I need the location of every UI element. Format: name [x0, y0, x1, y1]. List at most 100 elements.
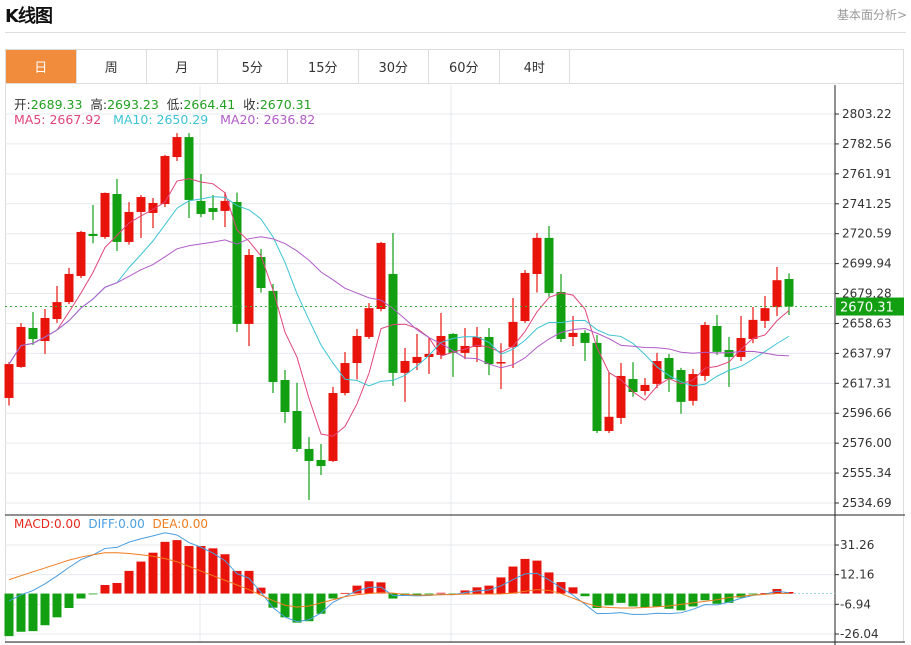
- candle: [784, 273, 794, 316]
- macd-bar: [40, 593, 50, 626]
- macd-bar: [160, 541, 170, 594]
- ma20-value: MA20: 2636.82: [220, 112, 316, 127]
- candle-body: [712, 325, 722, 352]
- tab-15min[interactable]: 15分: [288, 50, 359, 83]
- tab-30min[interactable]: 30分: [359, 50, 429, 83]
- candle: [196, 174, 206, 218]
- candle: [640, 377, 650, 396]
- fundamental-analysis-link[interactable]: 基本面分析>: [836, 8, 907, 22]
- candle: [664, 353, 674, 393]
- candle-body: [784, 278, 794, 307]
- candle: [376, 241, 386, 312]
- candle: [148, 198, 158, 229]
- candle-body: [232, 201, 242, 324]
- candle-body: [28, 327, 38, 340]
- candle-body: [52, 302, 62, 320]
- candle-body: [496, 362, 506, 364]
- candle: [244, 249, 254, 347]
- candle-body: [136, 197, 146, 212]
- price-axis-label: 2782.56: [842, 137, 892, 151]
- candle: [532, 232, 542, 293]
- candle-body: [436, 335, 446, 355]
- macd-bar: [64, 593, 74, 608]
- macd-bar: [28, 593, 38, 632]
- tab-5min[interactable]: 5分: [218, 50, 288, 83]
- macd-value: MACD:0.00: [14, 517, 81, 531]
- candle: [616, 363, 626, 425]
- macd-bar: [88, 593, 98, 595]
- candle-body: [568, 332, 578, 337]
- tab-60min[interactable]: 60分: [429, 50, 500, 83]
- macd-bar: [376, 582, 386, 594]
- candle-body: [112, 193, 122, 242]
- ma-legend: MA5: 2667.92 MA10: 2650.29 MA20: 2636.82: [14, 112, 315, 127]
- candle-body: [748, 319, 758, 340]
- macd-bar: [628, 593, 638, 607]
- macd-bar: [724, 593, 734, 603]
- price-axis-label: 2741.25: [842, 197, 892, 211]
- candle-body: [592, 342, 602, 431]
- candle-body: [16, 326, 26, 367]
- macd-bar: [208, 548, 218, 594]
- macd-bar: [568, 587, 578, 594]
- candle-body: [268, 290, 278, 383]
- macd-bar: [304, 593, 314, 622]
- candle: [208, 195, 218, 221]
- dea-line: [8, 552, 789, 609]
- candle-body: [40, 317, 50, 342]
- macd-axis-label: -6.94: [840, 597, 871, 611]
- candle: [592, 334, 602, 434]
- candle: [172, 133, 182, 161]
- candle-body: [544, 237, 554, 293]
- macd-bar: [220, 554, 230, 594]
- macd-bar: [664, 593, 674, 609]
- candle: [652, 352, 662, 389]
- candle: [676, 367, 686, 414]
- ma10-value: MA10: 2650.29: [113, 112, 209, 127]
- candle-body: [388, 273, 398, 373]
- macd-bar: [580, 593, 590, 597]
- candle: [28, 312, 38, 345]
- candle: [712, 314, 722, 355]
- candle: [520, 270, 530, 323]
- macd-bar: [748, 593, 758, 595]
- candle-body: [256, 257, 266, 289]
- macd-bar: [52, 593, 62, 618]
- macd-bar: [4, 593, 14, 637]
- macd-bar: [172, 540, 182, 594]
- close-label: 收:: [243, 97, 260, 112]
- macd-bar: [688, 593, 698, 607]
- macd-bar: [136, 561, 146, 594]
- candle-body: [472, 336, 482, 347]
- candle-body: [196, 200, 206, 214]
- candle-body: [532, 237, 542, 274]
- candle: [364, 303, 374, 339]
- macd-bar: [712, 593, 722, 604]
- macd-bar: [184, 546, 194, 594]
- candle-body: [292, 410, 302, 449]
- candle-body: [736, 337, 746, 357]
- tab-week[interactable]: 周: [77, 50, 147, 83]
- candle-body: [640, 384, 650, 392]
- candle: [412, 333, 422, 371]
- candle-body: [400, 361, 410, 373]
- price-axis-label: 2576.00: [842, 436, 892, 450]
- ma20-line: [8, 236, 790, 369]
- candle-body: [448, 333, 458, 353]
- macd-bar: [460, 590, 470, 594]
- macd-bar: [412, 593, 422, 596]
- macd-bar: [148, 552, 158, 594]
- tab-day[interactable]: 日: [6, 50, 77, 83]
- candle: [40, 309, 50, 354]
- candle-body: [676, 370, 686, 402]
- macd-bar: [760, 593, 770, 594]
- candle: [604, 372, 614, 434]
- candle-body: [520, 272, 530, 322]
- macd-bar: [232, 570, 242, 594]
- ma10-line: [8, 196, 790, 387]
- tab-month[interactable]: 月: [147, 50, 218, 83]
- macd-bar: [256, 587, 266, 594]
- tab-4hour[interactable]: 4时: [500, 50, 570, 83]
- candle: [352, 329, 362, 380]
